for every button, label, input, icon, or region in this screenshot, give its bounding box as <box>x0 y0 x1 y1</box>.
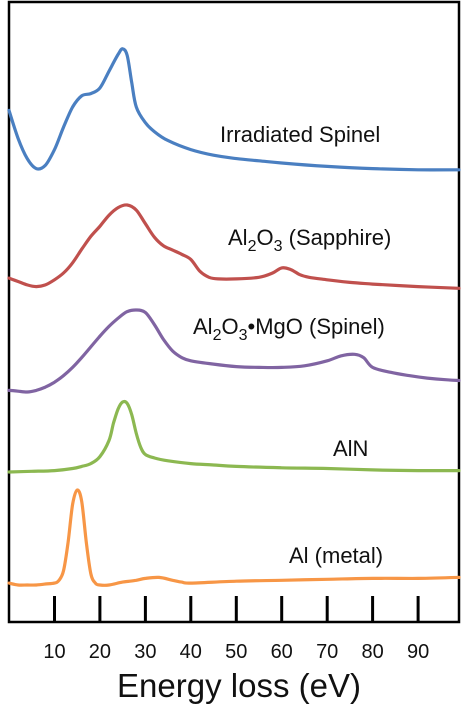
x-tick-label-20: 20 <box>89 641 111 663</box>
series-line-irradiated-spinel <box>7 47 461 172</box>
series-layer <box>7 47 461 587</box>
x-tick-label-40: 40 <box>180 641 202 663</box>
x-tick-label-30: 30 <box>134 641 156 663</box>
x-tick-label-50: 50 <box>225 641 247 663</box>
series-line-aln <box>7 399 461 474</box>
plot-frame <box>7 0 461 624</box>
series-label-al2o3-sapphire: Al2O3 (Sapphire) <box>228 225 391 255</box>
x-tick-label-80: 80 <box>361 641 383 663</box>
x-axis-ticks: 10 20 30 40 50 60 70 80 90 <box>43 596 429 663</box>
x-axis-title: Energy loss (eV) <box>117 667 361 704</box>
x-tick-label-60: 60 <box>271 641 293 663</box>
series-label-al2o3-mgo-spinel: Al2O3•MgO (Spinel) <box>193 314 385 344</box>
series-line-al2o3-mgo-spinel <box>7 308 461 394</box>
series-label-al-metal: Al (metal) <box>289 543 383 568</box>
series-line-al-metal <box>7 488 461 587</box>
series-line-al2o3-sapphire <box>7 203 461 290</box>
series-label-aln: AlN <box>333 436 368 461</box>
x-tick-label-10: 10 <box>43 641 65 663</box>
x-tick-label-90: 90 <box>407 641 429 663</box>
series-label-layer: Irradiated Spinel Al2O3 (Sapphire) Al2O3•M… <box>193 122 391 568</box>
series-label-irradiated-spinel: Irradiated Spinel <box>220 122 380 147</box>
x-tick-label-70: 70 <box>316 641 338 663</box>
